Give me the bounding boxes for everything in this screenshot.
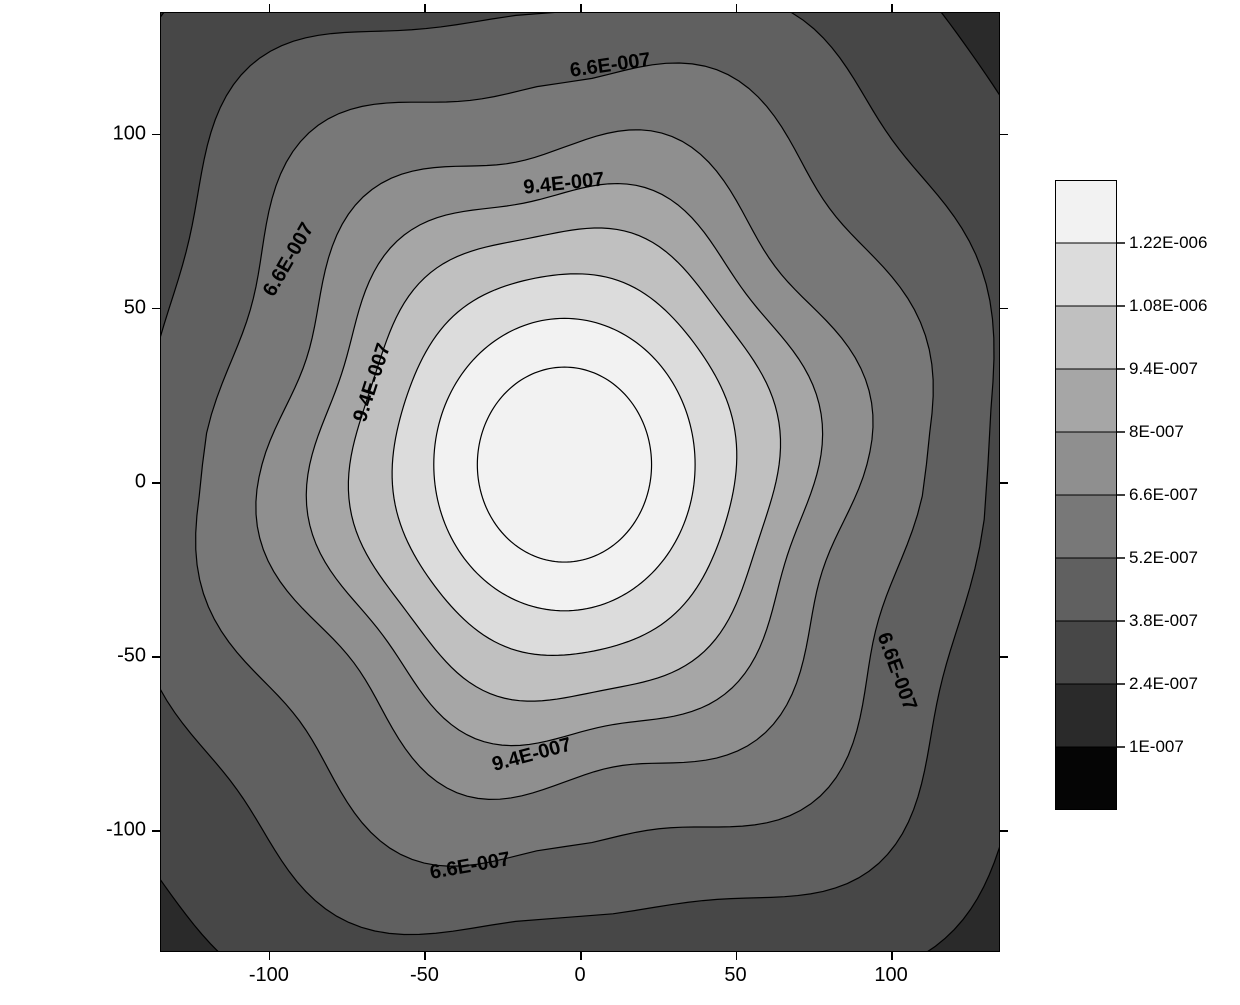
colorbar-tick-label: 5.2E-007	[1129, 548, 1198, 568]
axis-tick	[1000, 656, 1008, 658]
axis-tick	[152, 308, 160, 310]
colorbar-tick-label: 1.08E-006	[1129, 296, 1207, 316]
axis-tick	[736, 4, 738, 12]
colorbar-tick-label: 6.6E-007	[1129, 485, 1198, 505]
axis-tick	[424, 4, 426, 12]
colorbar-tick-label: 9.4E-007	[1129, 359, 1198, 379]
axis-tick-label: 0	[574, 964, 585, 987]
axis-tick	[269, 4, 271, 12]
axis-tick	[891, 4, 893, 12]
axis-tick	[736, 952, 738, 960]
axis-tick	[580, 4, 582, 12]
axis-tick	[580, 952, 582, 960]
axis-tick	[152, 656, 160, 658]
contour-plot: 6.6E-0079.4E-0076.6E-0079.4E-0079.4E-007…	[160, 12, 1000, 952]
axis-tick-label: -50	[117, 645, 146, 668]
colorbar-tick-label: 1E-007	[1129, 737, 1184, 757]
axis-tick	[1000, 830, 1008, 832]
axis-tick-label: 0	[135, 471, 146, 494]
axis-tick	[1000, 134, 1008, 136]
colorbar-tick-label: 2.4E-007	[1129, 674, 1198, 694]
axis-tick-label: 50	[724, 964, 746, 987]
axis-tick	[1000, 482, 1008, 484]
axis-tick	[152, 134, 160, 136]
axis-tick	[1000, 308, 1008, 310]
axis-tick	[269, 952, 271, 960]
axis-tick-label: -50	[410, 964, 439, 987]
axis-tick-label: 100	[113, 122, 146, 145]
axis-tick-label: -100	[106, 819, 146, 842]
axis-tick	[424, 952, 426, 960]
axis-tick	[152, 830, 160, 832]
axis-tick-label: 50	[124, 296, 146, 319]
colorbar-tick-label: 8E-007	[1129, 422, 1184, 442]
axis-tick-label: 100	[874, 964, 907, 987]
colorbar-tick-label: 1.22E-006	[1129, 233, 1207, 253]
axis-tick-label: -100	[249, 964, 289, 987]
colorbar-tick-label: 3.8E-007	[1129, 611, 1198, 631]
contour-svg: 6.6E-0079.4E-0076.6E-0079.4E-0079.4E-007…	[160, 12, 1000, 952]
axis-tick	[152, 482, 160, 484]
axis-tick	[891, 952, 893, 960]
